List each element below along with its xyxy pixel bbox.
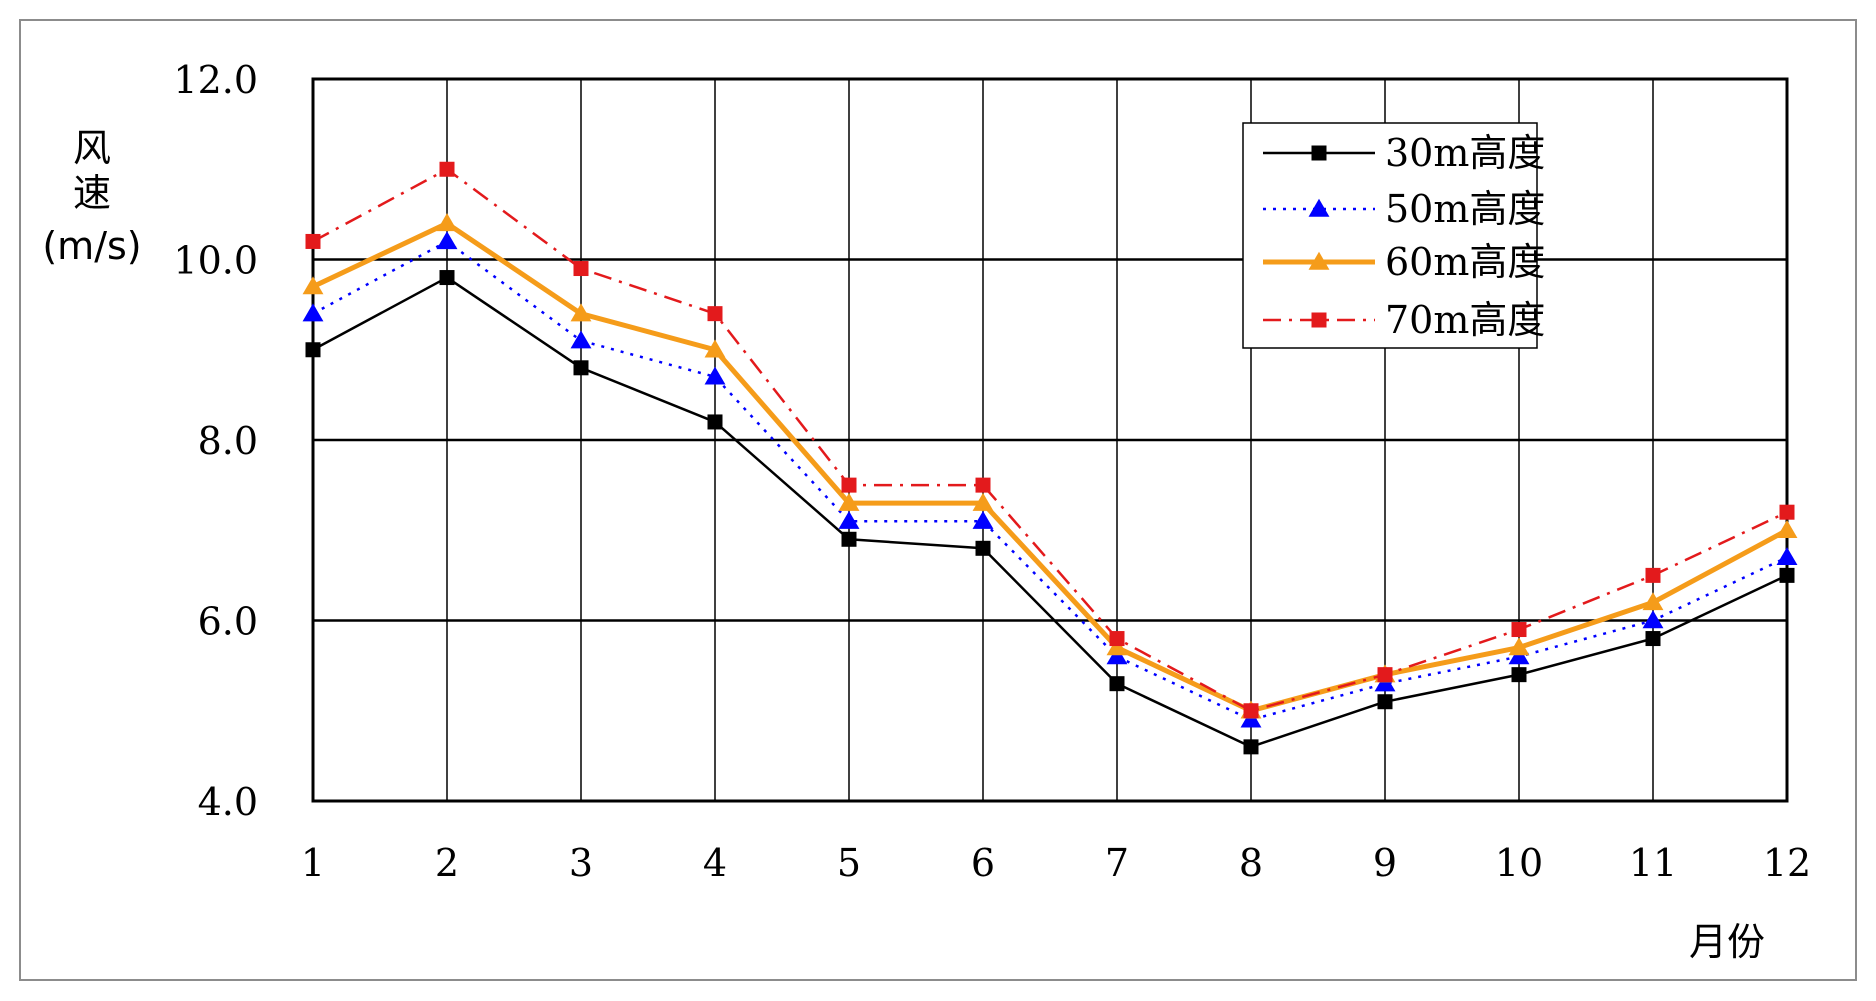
data-point <box>436 231 458 250</box>
data-point <box>707 306 723 322</box>
y-axis-title-line: 速 <box>73 171 111 215</box>
data-point <box>704 339 726 358</box>
data-point <box>1776 547 1798 566</box>
y-tick-label: 8.0 <box>198 419 258 463</box>
data-point <box>1779 567 1795 583</box>
data-point <box>975 477 991 493</box>
data-point <box>573 261 589 277</box>
series-30m高度 <box>305 270 1795 755</box>
legend-item: 60m高度 <box>1263 240 1545 284</box>
data-point <box>302 276 324 295</box>
y-axis-title-line: 风 <box>73 126 111 170</box>
legend-marker <box>1311 312 1327 328</box>
data-point <box>1243 703 1259 719</box>
data-point <box>439 161 455 177</box>
data-point <box>1243 739 1259 755</box>
data-point <box>1377 667 1393 683</box>
legend-marker <box>1308 198 1330 217</box>
y-tick-label: 10.0 <box>173 239 258 283</box>
legend-box <box>1242 122 1538 349</box>
data-point <box>1374 673 1396 692</box>
legend-label: 30m高度 <box>1385 131 1545 175</box>
data-point <box>1642 592 1664 611</box>
grid-lines <box>313 79 1787 801</box>
legend-marker <box>1308 251 1330 270</box>
x-tick-label: 8 <box>1239 841 1263 885</box>
legend-label: 70m高度 <box>1385 298 1545 342</box>
plot-area-frame <box>311 77 1789 803</box>
x-tick-label: 5 <box>837 841 861 885</box>
data-point <box>838 492 860 511</box>
tick-labels: 4.06.08.010.012.01 2 3 4 5 6 7 8 9 10 11 12 <box>173 58 1811 885</box>
x-tick-label: 1 <box>301 841 325 885</box>
data-point <box>436 213 458 232</box>
x-tick-label: 12 <box>1763 841 1811 885</box>
data-point <box>1109 676 1125 692</box>
data-point <box>1109 631 1125 647</box>
y-tick-label: 4.0 <box>198 780 258 824</box>
data-point <box>1106 646 1128 665</box>
legend: 30m高度 50m高度 60m高度 70m高度 <box>1242 122 1545 349</box>
data-point <box>704 366 726 385</box>
data-point <box>1776 519 1798 538</box>
legend-label: 60m高度 <box>1385 240 1545 284</box>
data-point <box>707 414 723 430</box>
y-tick-label: 12.0 <box>173 58 258 102</box>
data-point <box>439 270 455 286</box>
x-tick-label: 10 <box>1495 841 1543 885</box>
x-axis-title: 月份 <box>1689 920 1765 964</box>
series-70m高度 <box>305 161 1795 719</box>
y-axis-title-line: (m/s) <box>42 224 141 268</box>
legend-marker <box>1311 145 1327 161</box>
legend-label: 50m高度 <box>1385 187 1545 231</box>
data-point <box>305 342 321 358</box>
data-point <box>1511 622 1527 638</box>
chart-border <box>19 19 1857 981</box>
series-layer <box>302 161 1798 755</box>
series-line <box>312 240 1788 722</box>
data-point <box>838 510 860 529</box>
data-point <box>1645 567 1661 583</box>
data-point <box>573 360 589 376</box>
x-tick-label: 3 <box>569 841 593 885</box>
data-point <box>1642 610 1664 629</box>
legend-item: 70m高度 <box>1263 298 1545 342</box>
x-tick-label: 9 <box>1373 841 1397 885</box>
data-point <box>1377 694 1393 710</box>
y-tick-label: 6.0 <box>198 600 258 644</box>
data-point <box>1645 631 1661 647</box>
y-axis-title: 风速 (m/s) <box>42 126 141 268</box>
legend-item: 30m高度 <box>1263 131 1545 175</box>
data-point <box>841 477 857 493</box>
series-line <box>311 220 1789 714</box>
data-point <box>972 492 994 511</box>
data-point <box>972 510 994 529</box>
x-tick-label: 7 <box>1105 841 1129 885</box>
data-point <box>1508 646 1530 665</box>
x-tick-label: 4 <box>703 841 727 885</box>
data-point <box>302 303 324 322</box>
data-point <box>305 233 321 249</box>
data-point <box>1240 709 1262 728</box>
series-line <box>312 276 1788 749</box>
data-point <box>1508 637 1530 656</box>
legend-item: 50m高度 <box>1263 187 1545 231</box>
data-point <box>570 330 592 349</box>
series-50m高度 <box>302 231 1798 728</box>
x-tick-label: 6 <box>971 841 995 885</box>
data-point <box>1106 637 1128 656</box>
x-tick-label: 2 <box>435 841 459 885</box>
data-point <box>1779 504 1795 520</box>
data-point <box>841 531 857 547</box>
data-point <box>570 303 592 322</box>
x-tick-label: 11 <box>1629 841 1677 885</box>
data-point <box>975 540 991 556</box>
data-point <box>1511 667 1527 683</box>
